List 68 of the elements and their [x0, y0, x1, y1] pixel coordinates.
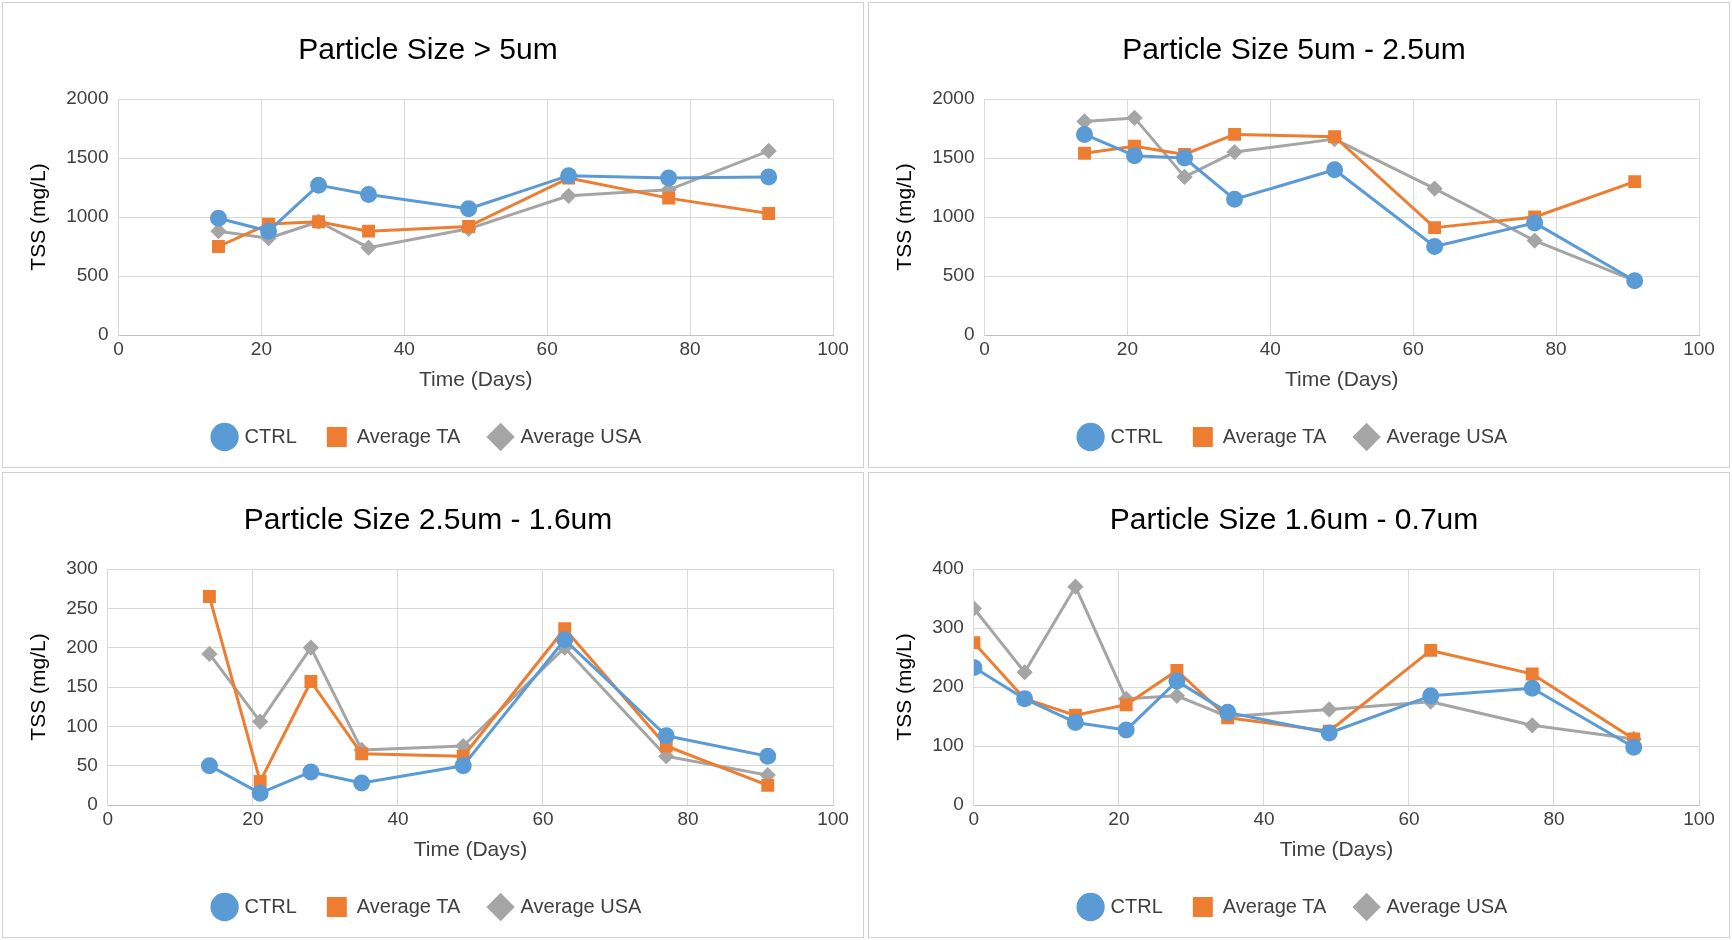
legend-label: Average TA — [356, 424, 461, 447]
x-tick-label: 20 — [250, 337, 272, 359]
x-tick-label: 80 — [679, 337, 701, 359]
x-tick-label: 80 — [677, 807, 699, 829]
x-tick-label: 20 — [242, 807, 264, 829]
chart-title: Particle Size > 5um — [298, 32, 558, 66]
y-tick-label: 300 — [932, 616, 964, 638]
legend-label: Average TA — [1222, 424, 1327, 447]
y-tick-label: 250 — [66, 596, 98, 618]
y-tick-label: 500 — [942, 264, 975, 286]
legend-label: CTRL — [1110, 424, 1163, 447]
y-tick-label: 1000 — [932, 205, 975, 227]
x-tick-label: 80 — [1543, 807, 1565, 829]
legend-label: Average USA — [520, 424, 643, 447]
x-tick-label: 40 — [1253, 807, 1275, 829]
y-tick-label: 0 — [87, 793, 98, 815]
legend-label: Average USA — [1386, 424, 1509, 447]
x-tick-label: 60 — [1398, 807, 1420, 829]
chart-title: Particle Size 5um - 2.5um — [1122, 32, 1466, 66]
x-tick-label: 60 — [536, 337, 558, 359]
x-tick-label: 40 — [393, 337, 415, 359]
y-tick-label: 2000 — [932, 87, 975, 109]
y-tick-label: 100 — [932, 734, 964, 756]
x-tick-label: 0 — [113, 337, 124, 359]
x-axis-title: Time (Days) — [418, 367, 533, 391]
legend-label: CTRL — [244, 424, 297, 447]
y-tick-label: 0 — [963, 323, 975, 345]
x-tick-label: 40 — [387, 807, 409, 829]
y-tick-label: 50 — [76, 753, 98, 775]
y-tick-label: 100 — [66, 714, 98, 736]
y-axis-title: TSS (mg/L) — [892, 163, 916, 271]
x-tick-label: 20 — [1108, 807, 1130, 829]
x-tick-label: 60 — [1402, 337, 1424, 359]
x-tick-label: 100 — [817, 807, 849, 829]
x-tick-label: 100 — [1683, 807, 1715, 829]
y-tick-label: 2000 — [66, 87, 109, 109]
y-tick-label: 200 — [932, 675, 964, 697]
x-tick-label: 100 — [817, 337, 849, 359]
y-tick-label: 200 — [66, 635, 98, 657]
x-tick-label: 20 — [1116, 337, 1138, 359]
x-axis-title: Time (Days) — [1279, 837, 1394, 861]
y-tick-label: 0 — [953, 793, 964, 815]
x-tick-label: 0 — [979, 337, 990, 359]
y-tick-label: 500 — [76, 264, 109, 286]
chart-title: Particle Size 2.5um - 1.6um — [243, 502, 613, 536]
legend-label: Average TA — [1222, 894, 1327, 917]
y-tick-label: 1000 — [66, 205, 109, 227]
x-axis-title: Time (Days) — [1284, 367, 1399, 391]
y-axis-title: TSS (mg/L) — [26, 633, 50, 741]
x-tick-label: 100 — [1683, 337, 1715, 359]
x-tick-label: 40 — [1259, 337, 1281, 359]
legend-label: Average TA — [356, 894, 461, 917]
y-tick-label: 0 — [97, 323, 109, 345]
y-tick-label: 300 — [66, 557, 98, 579]
y-axis-title: TSS (mg/L) — [892, 633, 916, 741]
legend-label: CTRL — [244, 894, 297, 917]
y-tick-label: 150 — [66, 675, 98, 697]
y-axis-title: TSS (mg/L) — [26, 163, 50, 271]
x-tick-label: 80 — [1545, 337, 1567, 359]
legend-label: Average USA — [520, 894, 643, 917]
x-tick-label: 60 — [532, 807, 554, 829]
y-tick-label: 1500 — [932, 146, 975, 168]
y-tick-label: 400 — [932, 557, 964, 579]
legend-label: Average USA — [1386, 894, 1509, 917]
legend-label: CTRL — [1110, 894, 1163, 917]
chart-title: Particle Size 1.6um - 0.7um — [1109, 502, 1479, 536]
x-axis-title: Time (Days) — [413, 837, 528, 861]
y-tick-label: 1500 — [66, 146, 109, 168]
